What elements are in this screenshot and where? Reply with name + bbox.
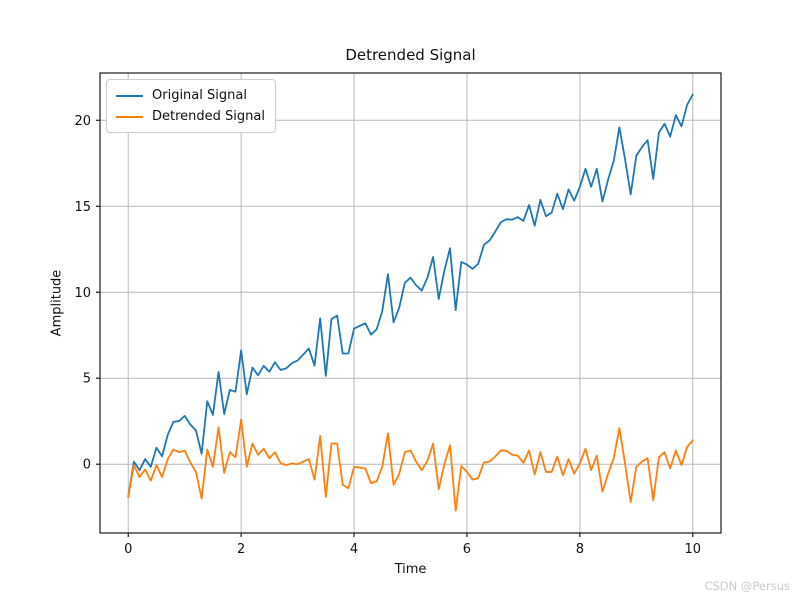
watermark: CSDN @Persus bbox=[704, 579, 790, 593]
svg-text:20: 20 bbox=[74, 114, 91, 129]
svg-text:10: 10 bbox=[74, 286, 91, 301]
series-line-0 bbox=[127, 93, 694, 498]
svg-text:5: 5 bbox=[83, 372, 91, 387]
legend: Original Signal Detrended Signal bbox=[106, 79, 276, 133]
svg-text:4: 4 bbox=[350, 542, 358, 557]
svg-text:15: 15 bbox=[74, 200, 91, 215]
svg-text:0: 0 bbox=[83, 458, 91, 473]
chart-title: Detrended Signal bbox=[345, 46, 476, 64]
svg-text:6: 6 bbox=[463, 542, 471, 557]
x-tick-labels: 0 2 4 6 8 10 bbox=[124, 542, 701, 557]
svg-text:2: 2 bbox=[237, 542, 245, 557]
y-axis-label: Amplitude bbox=[49, 269, 65, 337]
legend-item-original-signal: Original Signal bbox=[116, 85, 265, 106]
svg-text:0: 0 bbox=[124, 542, 132, 557]
axes-spines bbox=[99, 72, 722, 534]
x-tick-marks bbox=[127, 533, 694, 537]
legend-label-detrended-signal: Detrended Signal bbox=[152, 109, 265, 124]
legend-item-detrended-signal: Detrended Signal bbox=[116, 106, 265, 127]
series-line-1 bbox=[127, 418, 694, 512]
grid-lines bbox=[100, 73, 721, 533]
y-tick-labels: 0 5 10 15 20 bbox=[74, 114, 91, 473]
y-tick-marks bbox=[96, 119, 100, 465]
svg-text:10: 10 bbox=[684, 542, 701, 557]
svg-text:8: 8 bbox=[576, 542, 584, 557]
detrended-signal-line-sample-icon bbox=[116, 115, 143, 118]
x-axis-label: Time bbox=[394, 562, 427, 577]
legend-label-original-signal: Original Signal bbox=[152, 88, 247, 103]
original-signal-line-sample-icon bbox=[116, 94, 143, 97]
